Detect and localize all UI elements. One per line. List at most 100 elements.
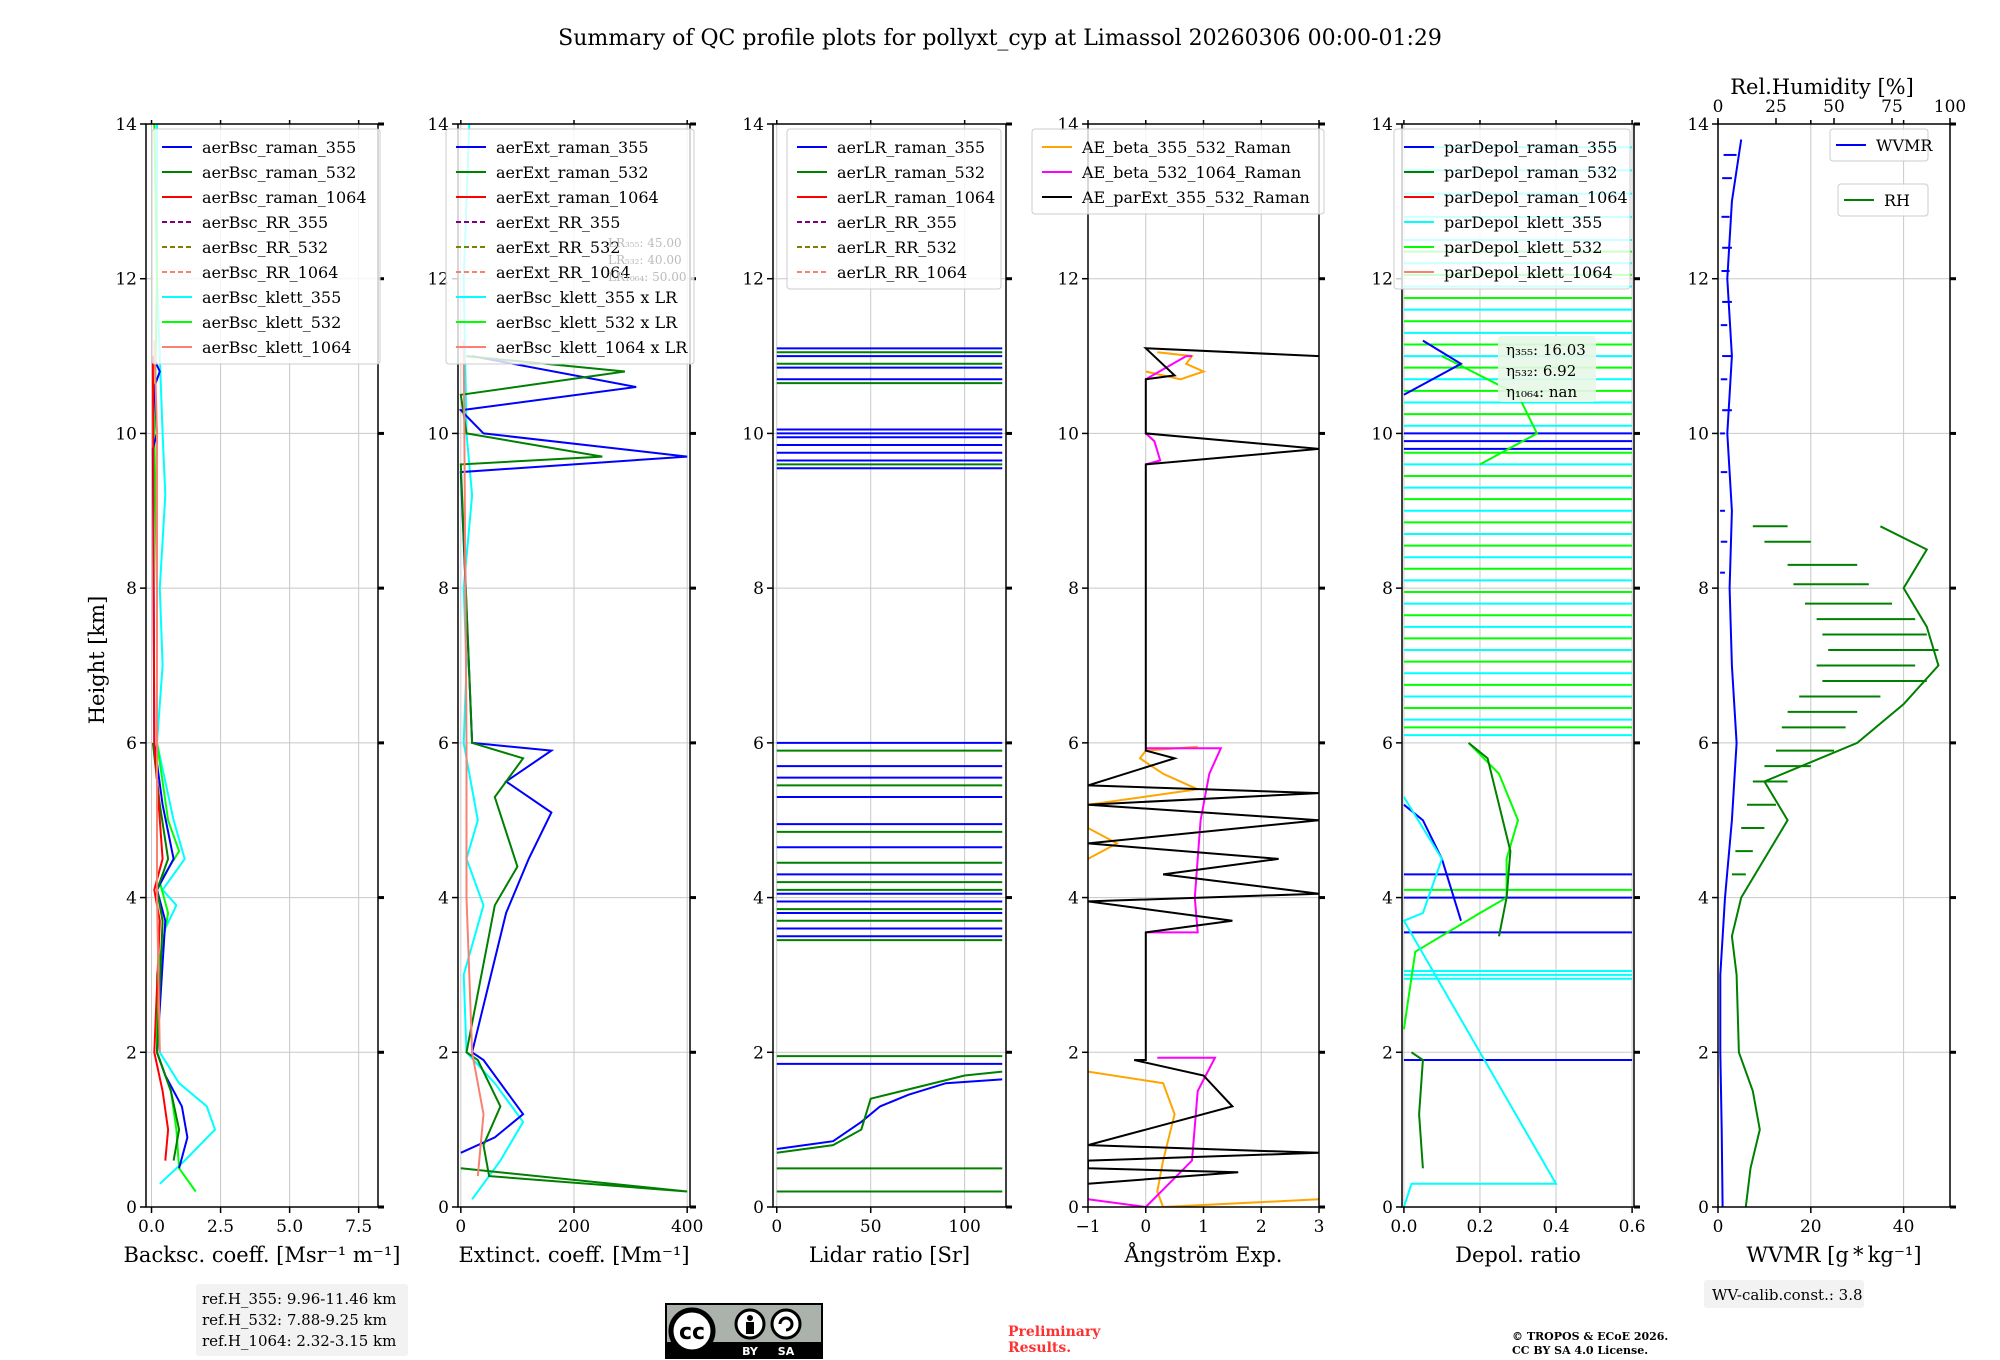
legend-label: aerLR_raman_1064	[837, 188, 995, 207]
x-tick-label: 0	[1713, 1217, 1724, 1237]
rh-tick-label: 0	[1713, 97, 1724, 117]
y-tick-label: 4	[1382, 889, 1393, 909]
cc-logo-icon	[668, 1307, 716, 1355]
refh-box: ref.H_355: 9.96-11.46 km ref.H_532: 7.88…	[196, 1284, 408, 1356]
legend-label: parDepol_raman_355	[1444, 138, 1617, 157]
series-parDepol_raman_532_b	[1467, 742, 1512, 937]
y-tick-label: 2	[1382, 1043, 1393, 1063]
x-axis-label: Extinct. coeff. [Mm⁻¹]	[458, 1243, 689, 1267]
wv-calib-text: WV-calib.const.: 3.8	[1712, 1286, 1863, 1304]
legend-label: AE_beta_355_532_Raman	[1081, 138, 1291, 157]
legend-label: aerExt_raman_355	[496, 138, 649, 157]
x-axis-label: Depol. ratio	[1455, 1243, 1581, 1267]
y-tick-label: 2	[438, 1043, 449, 1063]
x-tick-label: 0	[455, 1217, 466, 1237]
y-tick-label: 2	[1068, 1043, 1079, 1063]
y-tick-label: 4	[438, 889, 449, 909]
y-tick-label: 12	[1057, 270, 1079, 290]
legend-label: RH	[1884, 191, 1910, 210]
series-aerLR_raman_355	[776, 1078, 1003, 1150]
panel-wv: 0 20 40 0 2 4 6 8 10 12 14 WVMR [g * kg⁻¹] 0 25 50 75 10…	[1687, 97, 1966, 1267]
y-tick-label: 14	[742, 115, 764, 135]
legend-label: aerBsc_klett_355 x LR	[496, 288, 678, 307]
series-parDepol_raman_355_b	[1403, 339, 1464, 396]
y-tick-label: 4	[1068, 889, 1079, 909]
x-tick-label: 0.0	[1390, 1217, 1417, 1237]
legend-box	[445, 128, 695, 365]
y-tick-label: 12	[742, 270, 764, 290]
series-WVMR	[1719, 139, 1743, 1207]
y-tick-label: 10	[1687, 424, 1709, 444]
x-tick-label: 0.6	[1619, 1217, 1646, 1237]
y-tick-label: 8	[1068, 579, 1079, 599]
refh-line: ref.H_1064: 2.32-3.15 km	[202, 1332, 396, 1350]
y-tick-label: 0	[438, 1198, 449, 1218]
lr-note: LR₅₃₂: 40.00	[608, 253, 682, 267]
x-tick-label: −1	[1075, 1217, 1100, 1237]
x-tick-label: 7.5	[345, 1217, 372, 1237]
y-tick-label: 0	[753, 1198, 764, 1218]
legend-label: aerBsc_raman_355	[202, 138, 356, 157]
series-AE_beta_532_1064_Raman_c	[1145, 432, 1162, 466]
y-tick-label: 0	[126, 1198, 137, 1218]
y-tick-label: 10	[1057, 424, 1079, 444]
y-tick-label: 10	[427, 424, 449, 444]
plot-area-depol	[1402, 146, 1633, 1207]
legend-label: aerExt_RR_532	[496, 238, 620, 257]
y-tick-label: 8	[126, 579, 137, 599]
legend-label: parDepol_klett_1064	[1444, 263, 1613, 282]
series-AE_beta_532_1064_Raman_d	[1145, 355, 1192, 381]
x-axis-label: WVMR [g * kg⁻¹]	[1746, 1243, 1921, 1267]
legend-label: parDepol_klett_355	[1444, 213, 1602, 232]
y-tick-label: 6	[126, 734, 137, 754]
series-aerBsc_klett_1064 x LR	[462, 340, 485, 1177]
legend-label: aerBsc_klett_1064 x LR	[496, 338, 688, 357]
x-tick-label: 2	[1256, 1217, 1267, 1237]
plot-area-wv	[1719, 139, 1940, 1207]
rh-tick-label: 75	[1881, 97, 1903, 117]
y-tick-label: 14	[115, 115, 137, 135]
legend-label: aerBsc_raman_1064	[202, 188, 367, 207]
y-tick-label: 6	[1382, 734, 1393, 754]
series-aerExt_raman_532	[459, 355, 688, 1193]
axes-frame	[772, 123, 1007, 1208]
y-tick-label: 2	[126, 1043, 137, 1063]
y-tick-label: 8	[753, 579, 764, 599]
x-tick-label: 0.2	[1466, 1217, 1493, 1237]
lr-note: LR₁₀₆₄: 50.00	[608, 270, 686, 284]
y-tick-label: 10	[742, 424, 764, 444]
x-tick-label: 5.0	[276, 1217, 303, 1237]
y-tick-label: 8	[1698, 579, 1709, 599]
x-tick-label: 400	[671, 1217, 703, 1237]
axes-frame	[1401, 123, 1635, 1208]
x-tick-label: 0.0	[138, 1217, 165, 1237]
x-axis-label: Ångström Exp.	[1124, 1242, 1283, 1267]
legend-label: WVMR	[1876, 136, 1933, 155]
series-parDepol_klett_532	[1402, 742, 1520, 1030]
x-tick-label: 0	[771, 1217, 782, 1237]
figure-title: Summary of QC profile plots for pollyxt_…	[558, 26, 1442, 51]
x-axis-label: Backsc. coeff. [Msr⁻¹ m⁻¹]	[124, 1243, 401, 1267]
series-RH	[1730, 525, 1940, 1207]
y-tick-label: 12	[427, 270, 449, 290]
legend-box	[1837, 183, 1929, 217]
x-tick-label: 20	[1800, 1217, 1822, 1237]
cc-sa-label: SA	[778, 1345, 795, 1358]
panel-depol: 0.0 0.2 0.4 0.6 0 2 4 6 8 10 12 14 Depol. ratio parDe…	[1371, 115, 1645, 1267]
y-tick-label: 4	[126, 889, 137, 909]
legend-label: aerLR_RR_532	[837, 238, 957, 257]
refh-line: ref.H_532: 7.88-9.25 km	[202, 1311, 387, 1329]
x-tick-label: 3	[1314, 1217, 1325, 1237]
preliminary-note-2: Results.	[1008, 1340, 1071, 1356]
cc-license-badge: cc BY SA	[665, 1303, 823, 1359]
y-tick-label: 6	[1068, 734, 1079, 754]
series-parDepol_klett_355	[1402, 796, 1558, 1207]
copyright-note-2: CC BY SA 4.0 License.	[1512, 1344, 1648, 1357]
y-tick-label: 6	[1698, 734, 1709, 754]
y-tick-label: 10	[115, 424, 137, 444]
y-tick-label: 14	[1371, 115, 1393, 135]
rh-tick-label: 50	[1823, 97, 1845, 117]
series-parDepol_raman_355	[1403, 803, 1462, 922]
y-tick-label: 12	[115, 270, 137, 290]
